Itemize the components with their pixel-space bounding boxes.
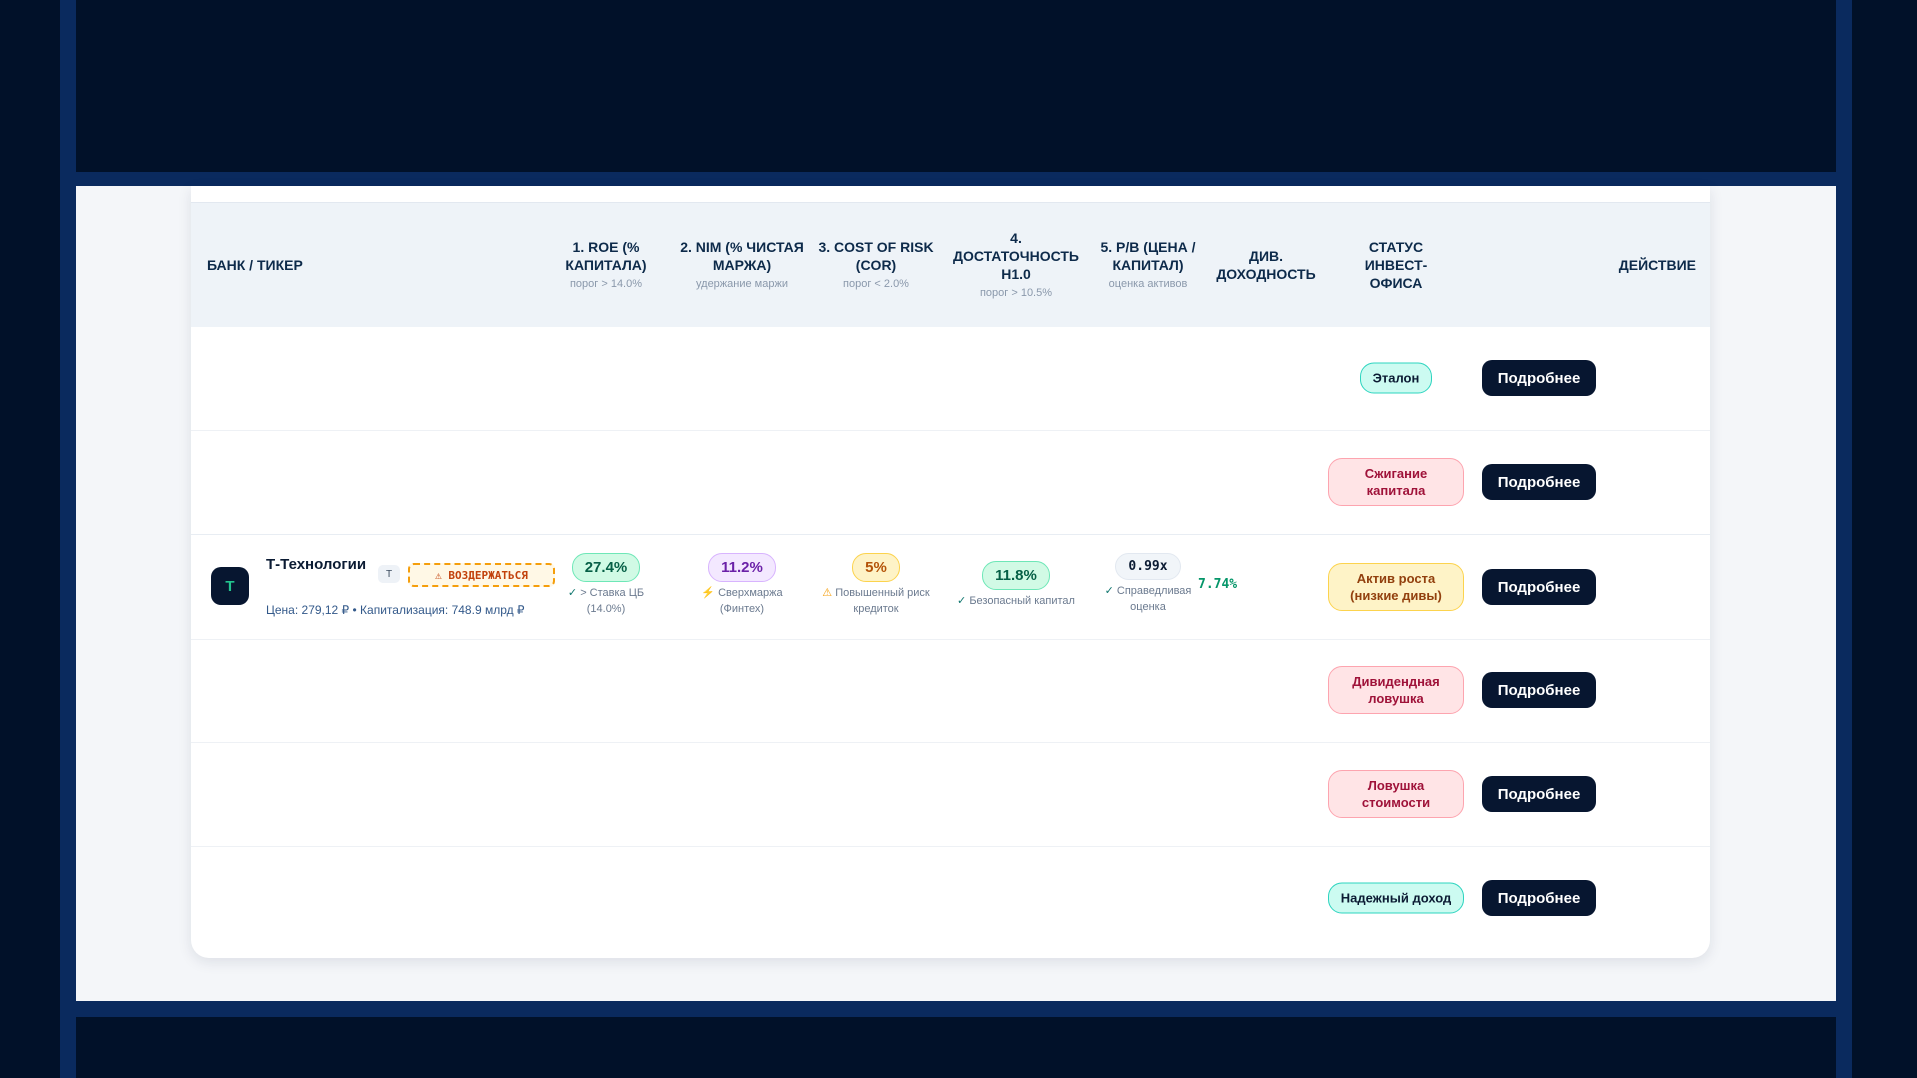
header-roe: 1. ROE (% капитала) порог > 14.0% [565, 239, 647, 290]
table-row: Эталон Подробнее [191, 326, 1710, 431]
metric-pb: 0.99x ✓ Справедливая оценка [1098, 553, 1198, 615]
header-bank: Банк / Тикер [207, 257, 303, 273]
check-icon: ✓ [567, 587, 578, 599]
nim-value: 11.2% [708, 553, 776, 582]
check-icon: ✓ [1104, 585, 1114, 597]
table-row: Ловушка стоимости Подробнее [191, 742, 1710, 847]
details-button[interactable]: Подробнее [1482, 360, 1596, 396]
status-badge: Сжигание капитала [1328, 458, 1464, 506]
warning-badge: ⚠ ВОЗДЕРЖАТЬСЯ [408, 563, 555, 587]
separator-top [76, 172, 1836, 186]
frame-left [60, 0, 76, 1078]
details-button[interactable]: Подробнее [1482, 569, 1596, 605]
header-h1: 4. Достаточность Н1.0 порог > 10.5% [952, 230, 1079, 299]
metric-h1: 11.8% ✓ Безопасный капитал [946, 561, 1086, 609]
metric-nim: 11.2% ⚡ Сверхмаржа (Финтех) [687, 553, 797, 617]
header-nim: 2. NIM (% чистая маржа) удержание маржи [680, 239, 804, 290]
header-dividend: Див. доходность [1216, 248, 1316, 282]
bottom-panel [76, 1017, 1836, 1078]
cor-value: 5% [852, 553, 900, 582]
frame-right [1836, 0, 1852, 1078]
check-icon: ✓ [957, 595, 967, 607]
pb-value: 0.99x [1115, 553, 1181, 580]
table-row[interactable]: Т Т-Технологии T ⚠ ВОЗДЕРЖАТЬСЯ Цена: 27… [191, 534, 1710, 640]
header-cor: 3. Cost of Risk (CoR) порог < 2.0% [818, 239, 934, 290]
status-badge: Актив роста (низкие дивы) [1328, 563, 1464, 611]
main-area: Банк / Тикер 1. ROE (% капитала) порог >… [76, 186, 1836, 1001]
h1-value: 11.8% [982, 561, 1050, 590]
h1-note: Безопасный капитал [969, 595, 1075, 607]
details-button[interactable]: Подробнее [1482, 880, 1596, 916]
bank-table-card: Банк / Тикер 1. ROE (% капитала) порог >… [191, 186, 1710, 958]
details-button[interactable]: Подробнее [1482, 464, 1596, 500]
details-button[interactable]: Подробнее [1482, 672, 1596, 708]
status-badge: Ловушка стоимости [1328, 770, 1464, 818]
bank-meta: Цена: 279,12 ₽ • Капитализация: 748.9 мл… [266, 603, 525, 617]
cor-note: Повышенный риск кредиток [835, 587, 930, 615]
lightning-icon: ⚡ [701, 587, 716, 599]
status-badge: Дивидендная ловушка [1328, 666, 1464, 714]
ticker-badge: T [378, 565, 400, 583]
pb-note: Справедливая оценка [1116, 585, 1192, 613]
top-panel [76, 0, 1836, 172]
table-row: Сжигание капитала Подробнее [191, 430, 1710, 535]
roe-value: 27.4% [571, 553, 641, 582]
separator-bottom [76, 1001, 1836, 1017]
header-action: Действие [1618, 257, 1696, 273]
bank-name: Т-Технологии [266, 556, 367, 573]
table-row: Дивидендная ловушка Подробнее [191, 638, 1710, 743]
nim-note: Сверхмаржа (Финтех) [718, 587, 783, 615]
status-badge: Эталон [1360, 362, 1432, 394]
status-badge: Надежный доход [1328, 882, 1464, 914]
header-pb: 5. P/B (Цена / Капитал) оценка активов [1100, 239, 1196, 290]
table-row: Надежный доход Подробнее [191, 846, 1710, 950]
metric-roe: 27.4% ✓ > Ставка ЦБ (14.0%) [551, 553, 661, 617]
table-header: Банк / Тикер 1. ROE (% капитала) порог >… [191, 202, 1710, 327]
roe-note: > Ставка ЦБ (14.0%) [580, 587, 645, 615]
header-status: Статус Инвест-офиса [1364, 239, 1428, 291]
metric-cor: 5% ⚠ Повышенный риск кредиток [821, 553, 931, 617]
bank-logo: Т [211, 567, 249, 605]
dividend-yield: 7.74% [1198, 577, 1238, 592]
warning-icon: ⚠ [822, 587, 833, 599]
details-button[interactable]: Подробнее [1482, 776, 1596, 812]
